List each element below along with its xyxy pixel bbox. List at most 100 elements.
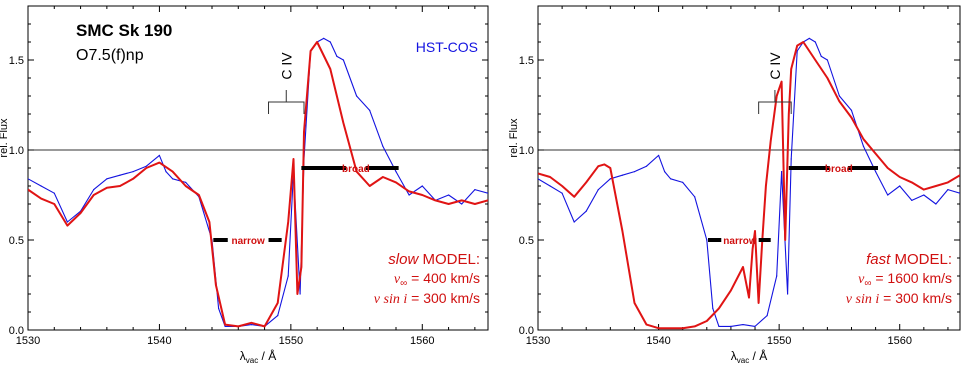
observed-point bbox=[185, 181, 187, 183]
model-point bbox=[40, 198, 42, 200]
model-title: slow MODEL: bbox=[388, 251, 480, 268]
observed-point bbox=[790, 158, 792, 160]
model-point bbox=[790, 68, 792, 70]
observed-point bbox=[224, 325, 226, 327]
observed-point bbox=[573, 221, 575, 223]
instrument-label: HST-COS bbox=[416, 39, 478, 55]
observed-point bbox=[172, 178, 174, 180]
x-tick-label: 1550 bbox=[767, 335, 791, 347]
model-point bbox=[670, 327, 672, 329]
observed-point bbox=[645, 165, 648, 167]
model-spectrum-line bbox=[538, 41, 960, 330]
model-point bbox=[224, 324, 226, 326]
observed-point bbox=[911, 199, 913, 201]
observed-point bbox=[474, 189, 476, 191]
y-axis-label: rel. Flux bbox=[0, 118, 10, 158]
model-vinf: v∞ = 1600 km/s bbox=[858, 270, 952, 289]
model-point bbox=[784, 239, 786, 241]
observed-point bbox=[875, 171, 877, 173]
observed-point bbox=[40, 185, 42, 187]
model-vinf: v∞ = 400 km/s bbox=[394, 270, 480, 289]
observed-point bbox=[781, 171, 783, 173]
y-tick-label: 1.5 bbox=[9, 55, 24, 67]
model-point bbox=[264, 325, 266, 327]
observed-point bbox=[165, 171, 167, 173]
x-tick-label: 1540 bbox=[147, 335, 171, 347]
model-point bbox=[421, 194, 423, 196]
y-tick-label: 1.0 bbox=[519, 145, 534, 157]
observed-point bbox=[670, 178, 672, 180]
model-point bbox=[573, 196, 575, 198]
model-point bbox=[237, 325, 239, 327]
x-tick-label: 1560 bbox=[410, 335, 434, 347]
broad-marker-label: broad bbox=[825, 164, 853, 175]
x-axis-label: λvac / Å bbox=[731, 348, 767, 365]
model-point bbox=[185, 185, 187, 187]
model-point bbox=[277, 302, 279, 304]
model-point bbox=[645, 324, 648, 326]
model-point bbox=[296, 293, 298, 295]
observed-point bbox=[408, 194, 410, 196]
model-point bbox=[172, 171, 174, 173]
model-point bbox=[826, 77, 829, 79]
observed-point bbox=[621, 174, 624, 176]
model-point bbox=[718, 307, 720, 309]
model-point bbox=[754, 230, 756, 232]
series-group bbox=[538, 37, 960, 330]
observed-point bbox=[421, 185, 423, 187]
model-vsini: v sin i = 300 km/s bbox=[374, 290, 480, 307]
y-tick-label: 1.5 bbox=[519, 55, 534, 67]
observed-point bbox=[862, 145, 865, 147]
observed-point bbox=[947, 189, 949, 191]
model-point bbox=[788, 113, 790, 115]
observed-point bbox=[158, 154, 160, 156]
model-point bbox=[250, 322, 252, 324]
model-vsini: v sin i = 300 km/s bbox=[846, 290, 952, 307]
model-point bbox=[316, 41, 318, 43]
observed-point bbox=[899, 185, 901, 187]
model-point bbox=[119, 185, 121, 187]
star-name: SMC Sk 190 bbox=[76, 21, 172, 40]
observed-point bbox=[609, 178, 611, 180]
model-point bbox=[208, 221, 210, 223]
model-point bbox=[310, 50, 312, 52]
model-point bbox=[408, 190, 410, 192]
observed-point bbox=[53, 192, 55, 194]
model-point bbox=[633, 302, 636, 304]
observed-point bbox=[658, 154, 660, 156]
model-point bbox=[158, 162, 160, 164]
observed-point bbox=[549, 185, 551, 187]
y-tick-label: 0.5 bbox=[9, 235, 24, 247]
observed-point bbox=[959, 192, 960, 194]
model-point bbox=[597, 165, 599, 167]
model-point bbox=[342, 122, 344, 124]
panel-2: 1530 1540 1550 1560 0.0 0.5 1.0 1.5 rel. Flux λva… bbox=[508, 5, 961, 365]
observed-point bbox=[633, 171, 636, 173]
observed-point bbox=[218, 307, 220, 309]
model-point bbox=[198, 194, 200, 196]
model-point bbox=[448, 203, 450, 205]
y-tick-label: 0.0 bbox=[519, 325, 534, 337]
model-point bbox=[585, 181, 587, 183]
model-point bbox=[145, 167, 147, 169]
observed-point bbox=[561, 192, 563, 194]
model-point bbox=[215, 284, 217, 286]
narrow-marker-label: narrow bbox=[723, 236, 757, 247]
model-point bbox=[434, 199, 436, 201]
model-point bbox=[862, 138, 865, 140]
series-group bbox=[28, 37, 488, 328]
model-point bbox=[329, 68, 331, 70]
model-point bbox=[730, 289, 732, 291]
x-tick-label: 1530 bbox=[16, 335, 40, 347]
broad-marker-label: broad bbox=[342, 164, 370, 175]
model-point bbox=[899, 176, 901, 178]
model-point bbox=[923, 189, 925, 191]
observed-point bbox=[814, 41, 816, 43]
model-point bbox=[395, 181, 397, 183]
model-point bbox=[66, 225, 68, 227]
model-point bbox=[887, 167, 889, 169]
observed-point bbox=[766, 315, 768, 317]
observed-point bbox=[754, 325, 756, 327]
